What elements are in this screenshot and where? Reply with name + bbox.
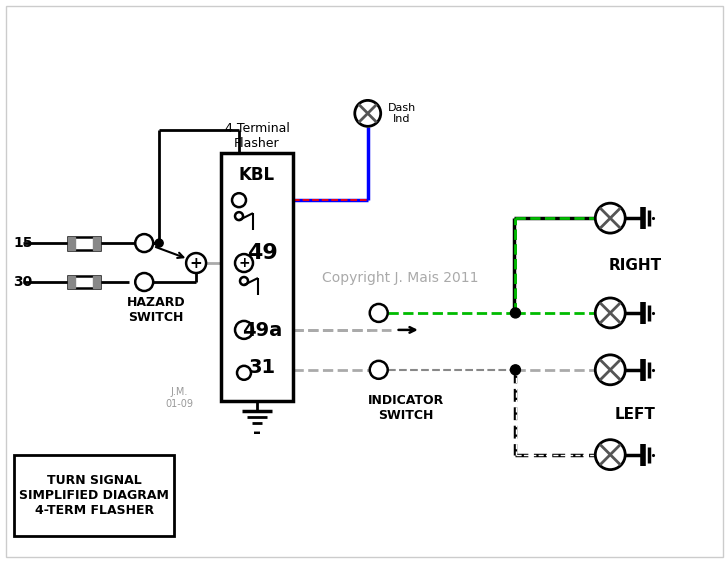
Bar — [68, 236, 76, 249]
Circle shape — [237, 366, 251, 380]
Text: 31: 31 — [248, 358, 275, 377]
Text: 4 Terminal
Flasher: 4 Terminal Flasher — [224, 122, 290, 150]
Text: INDICATOR
SWITCH: INDICATOR SWITCH — [368, 394, 444, 422]
Circle shape — [510, 365, 521, 375]
Circle shape — [155, 239, 163, 247]
Text: RIGHT: RIGHT — [609, 257, 662, 272]
Bar — [68, 275, 76, 288]
Circle shape — [510, 308, 521, 318]
Bar — [221, 153, 293, 401]
Circle shape — [235, 212, 243, 220]
Circle shape — [596, 298, 625, 328]
Circle shape — [135, 273, 153, 291]
Text: LEFT: LEFT — [614, 407, 656, 422]
Bar — [68, 275, 100, 288]
Text: KBL: KBL — [239, 166, 275, 184]
Circle shape — [232, 193, 246, 207]
Circle shape — [596, 355, 625, 385]
Text: Copyright J. Mais 2011: Copyright J. Mais 2011 — [323, 271, 479, 285]
Text: TURN SIGNAL
SIMPLIFIED DIAGRAM
4-TERM FLASHER: TURN SIGNAL SIMPLIFIED DIAGRAM 4-TERM FL… — [20, 474, 169, 517]
Circle shape — [240, 277, 248, 285]
Text: +: + — [190, 256, 202, 271]
Circle shape — [596, 203, 625, 233]
Circle shape — [370, 361, 388, 379]
Bar — [93, 275, 100, 288]
Text: J.M.
01-09: J.M. 01-09 — [165, 387, 193, 409]
Bar — [15, 455, 174, 537]
Circle shape — [235, 321, 253, 339]
Circle shape — [596, 440, 625, 470]
Text: Dash
Ind: Dash Ind — [388, 102, 416, 124]
Circle shape — [186, 253, 206, 273]
Circle shape — [135, 234, 153, 252]
Bar — [68, 236, 100, 249]
Text: 15: 15 — [14, 236, 33, 250]
Circle shape — [355, 100, 381, 126]
Text: -: - — [253, 423, 261, 442]
Text: 49: 49 — [247, 243, 277, 263]
Bar — [93, 236, 100, 249]
Text: HAZARD
SWITCH: HAZARD SWITCH — [127, 296, 186, 324]
Text: 30: 30 — [14, 275, 33, 289]
Text: 49a: 49a — [242, 321, 282, 341]
Circle shape — [370, 304, 388, 322]
Circle shape — [235, 254, 253, 272]
Text: +: + — [238, 256, 250, 270]
